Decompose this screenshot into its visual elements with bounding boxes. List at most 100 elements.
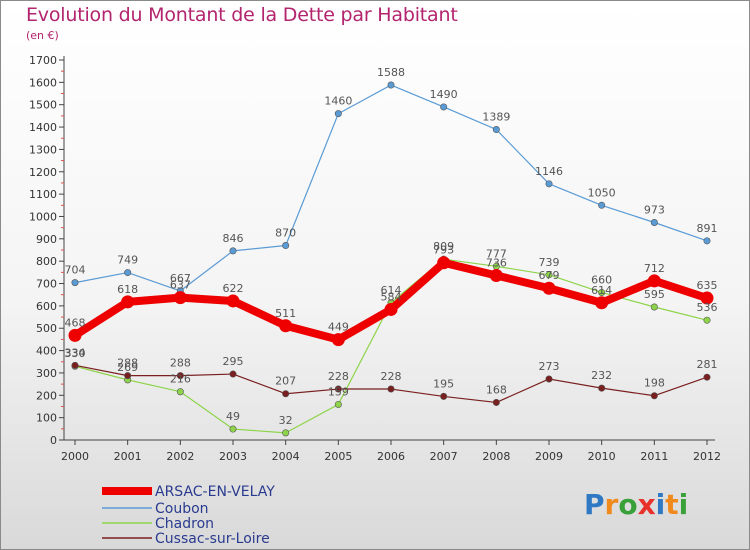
data-label: 330 [65,347,86,360]
y-tick-label: 1500 [29,99,57,112]
data-point [71,361,79,369]
x-tick-label: 2010 [588,450,616,463]
data-label: 159 [328,385,349,398]
x-tick-label: 2006 [377,450,405,463]
data-label: 809 [433,240,454,253]
data-point [229,370,237,378]
data-label: 281 [697,358,718,371]
y-tick-label: 800 [36,255,57,268]
data-label: 667 [170,272,191,285]
data-point [282,242,290,250]
logo-letter: t [665,488,679,521]
y-tick-label: 200 [36,389,57,402]
data-label: 584 [381,290,402,303]
data-point [492,398,500,406]
data-point [387,385,395,393]
data-point [282,390,290,398]
data-label: 207 [275,375,296,388]
data-label: 198 [644,377,665,390]
data-label: 891 [697,222,718,235]
data-label: 618 [117,283,138,296]
data-point [545,180,553,188]
data-label: 679 [539,269,560,282]
data-label: 712 [644,262,665,275]
data-point [542,281,556,295]
x-tick-label: 2004 [272,450,300,463]
data-point [647,274,661,288]
data-point [598,288,606,296]
data-point [387,81,395,89]
data-point [650,392,658,400]
data-point [437,256,451,270]
data-point [545,375,553,383]
x-tick-label: 2005 [324,450,352,463]
data-label: 1050 [588,186,616,199]
x-tick-label: 2012 [693,450,721,463]
data-label: 334 [65,346,86,359]
axes: 0 100 200 300 400 500 600 700 800 900 1000 1100 1200… [29,54,721,463]
data-label: 637 [170,279,191,292]
data-point [700,291,714,305]
legend-label: Coubon [155,501,209,517]
data-point [334,385,342,393]
data-label: 614 [591,284,612,297]
data-point [229,425,237,433]
data-label: 1460 [324,95,352,108]
data-label: 269 [117,361,138,374]
data-label: 49 [226,410,240,423]
y-tick-label: 900 [36,233,57,246]
data-label: 1588 [377,66,405,79]
data-point [489,268,503,282]
data-label: 511 [275,307,296,320]
data-label: 449 [328,321,349,334]
y-tick-label: 1700 [29,54,57,67]
data-point [703,237,711,245]
y-tick-label: 1400 [29,121,57,134]
data-label: 288 [170,357,191,370]
y-tick-label: 500 [36,322,57,335]
data-point [595,296,609,310]
data-point [334,400,342,408]
y-tick-label: 400 [36,345,57,358]
data-labels: 704 749 667 846 870 1460 1588 1490 1389 1146 1050 9… [65,66,718,285]
data-label: 228 [381,370,402,383]
y-tick-label: 1200 [29,166,57,179]
data-point [598,201,606,209]
logo-letter: i [655,488,666,521]
data-label: 749 [117,254,138,267]
logo-letter: r [604,488,619,521]
data-label: 288 [117,357,138,370]
data-label: 32 [279,414,293,427]
x-tick-label: 2000 [61,450,89,463]
legend-label: Chadron [155,516,214,532]
data-label: 216 [170,373,191,386]
data-point [384,302,398,316]
data-point [334,110,342,118]
x-tick-label: 2011 [640,450,668,463]
data-label: 846 [223,232,244,245]
data-label: 736 [486,256,507,269]
data-label: 614 [381,284,402,297]
data-label: 660 [591,273,612,286]
y-tick-label: 1000 [29,210,57,223]
legend-label: ARSAC-EN-VELAY [155,484,275,500]
chart-subtitle: (en €) [26,29,59,42]
data-label: 595 [644,288,665,301]
data-point [331,333,345,347]
data-point [121,295,135,309]
logo-letter: P [584,488,605,521]
data-point [173,291,187,305]
logo-letter: o [618,488,638,521]
x-tick-label: 2003 [219,450,247,463]
data-label: 168 [486,383,507,396]
data-point [124,372,132,380]
data-label: 777 [486,247,507,260]
series-cussac-sur-loire [71,361,711,406]
data-label: 1146 [535,165,563,178]
data-label: 739 [539,256,560,269]
y-tick-label: 600 [36,300,57,313]
proxiti-logo: Proxiti [584,488,688,521]
data-point [226,294,240,308]
